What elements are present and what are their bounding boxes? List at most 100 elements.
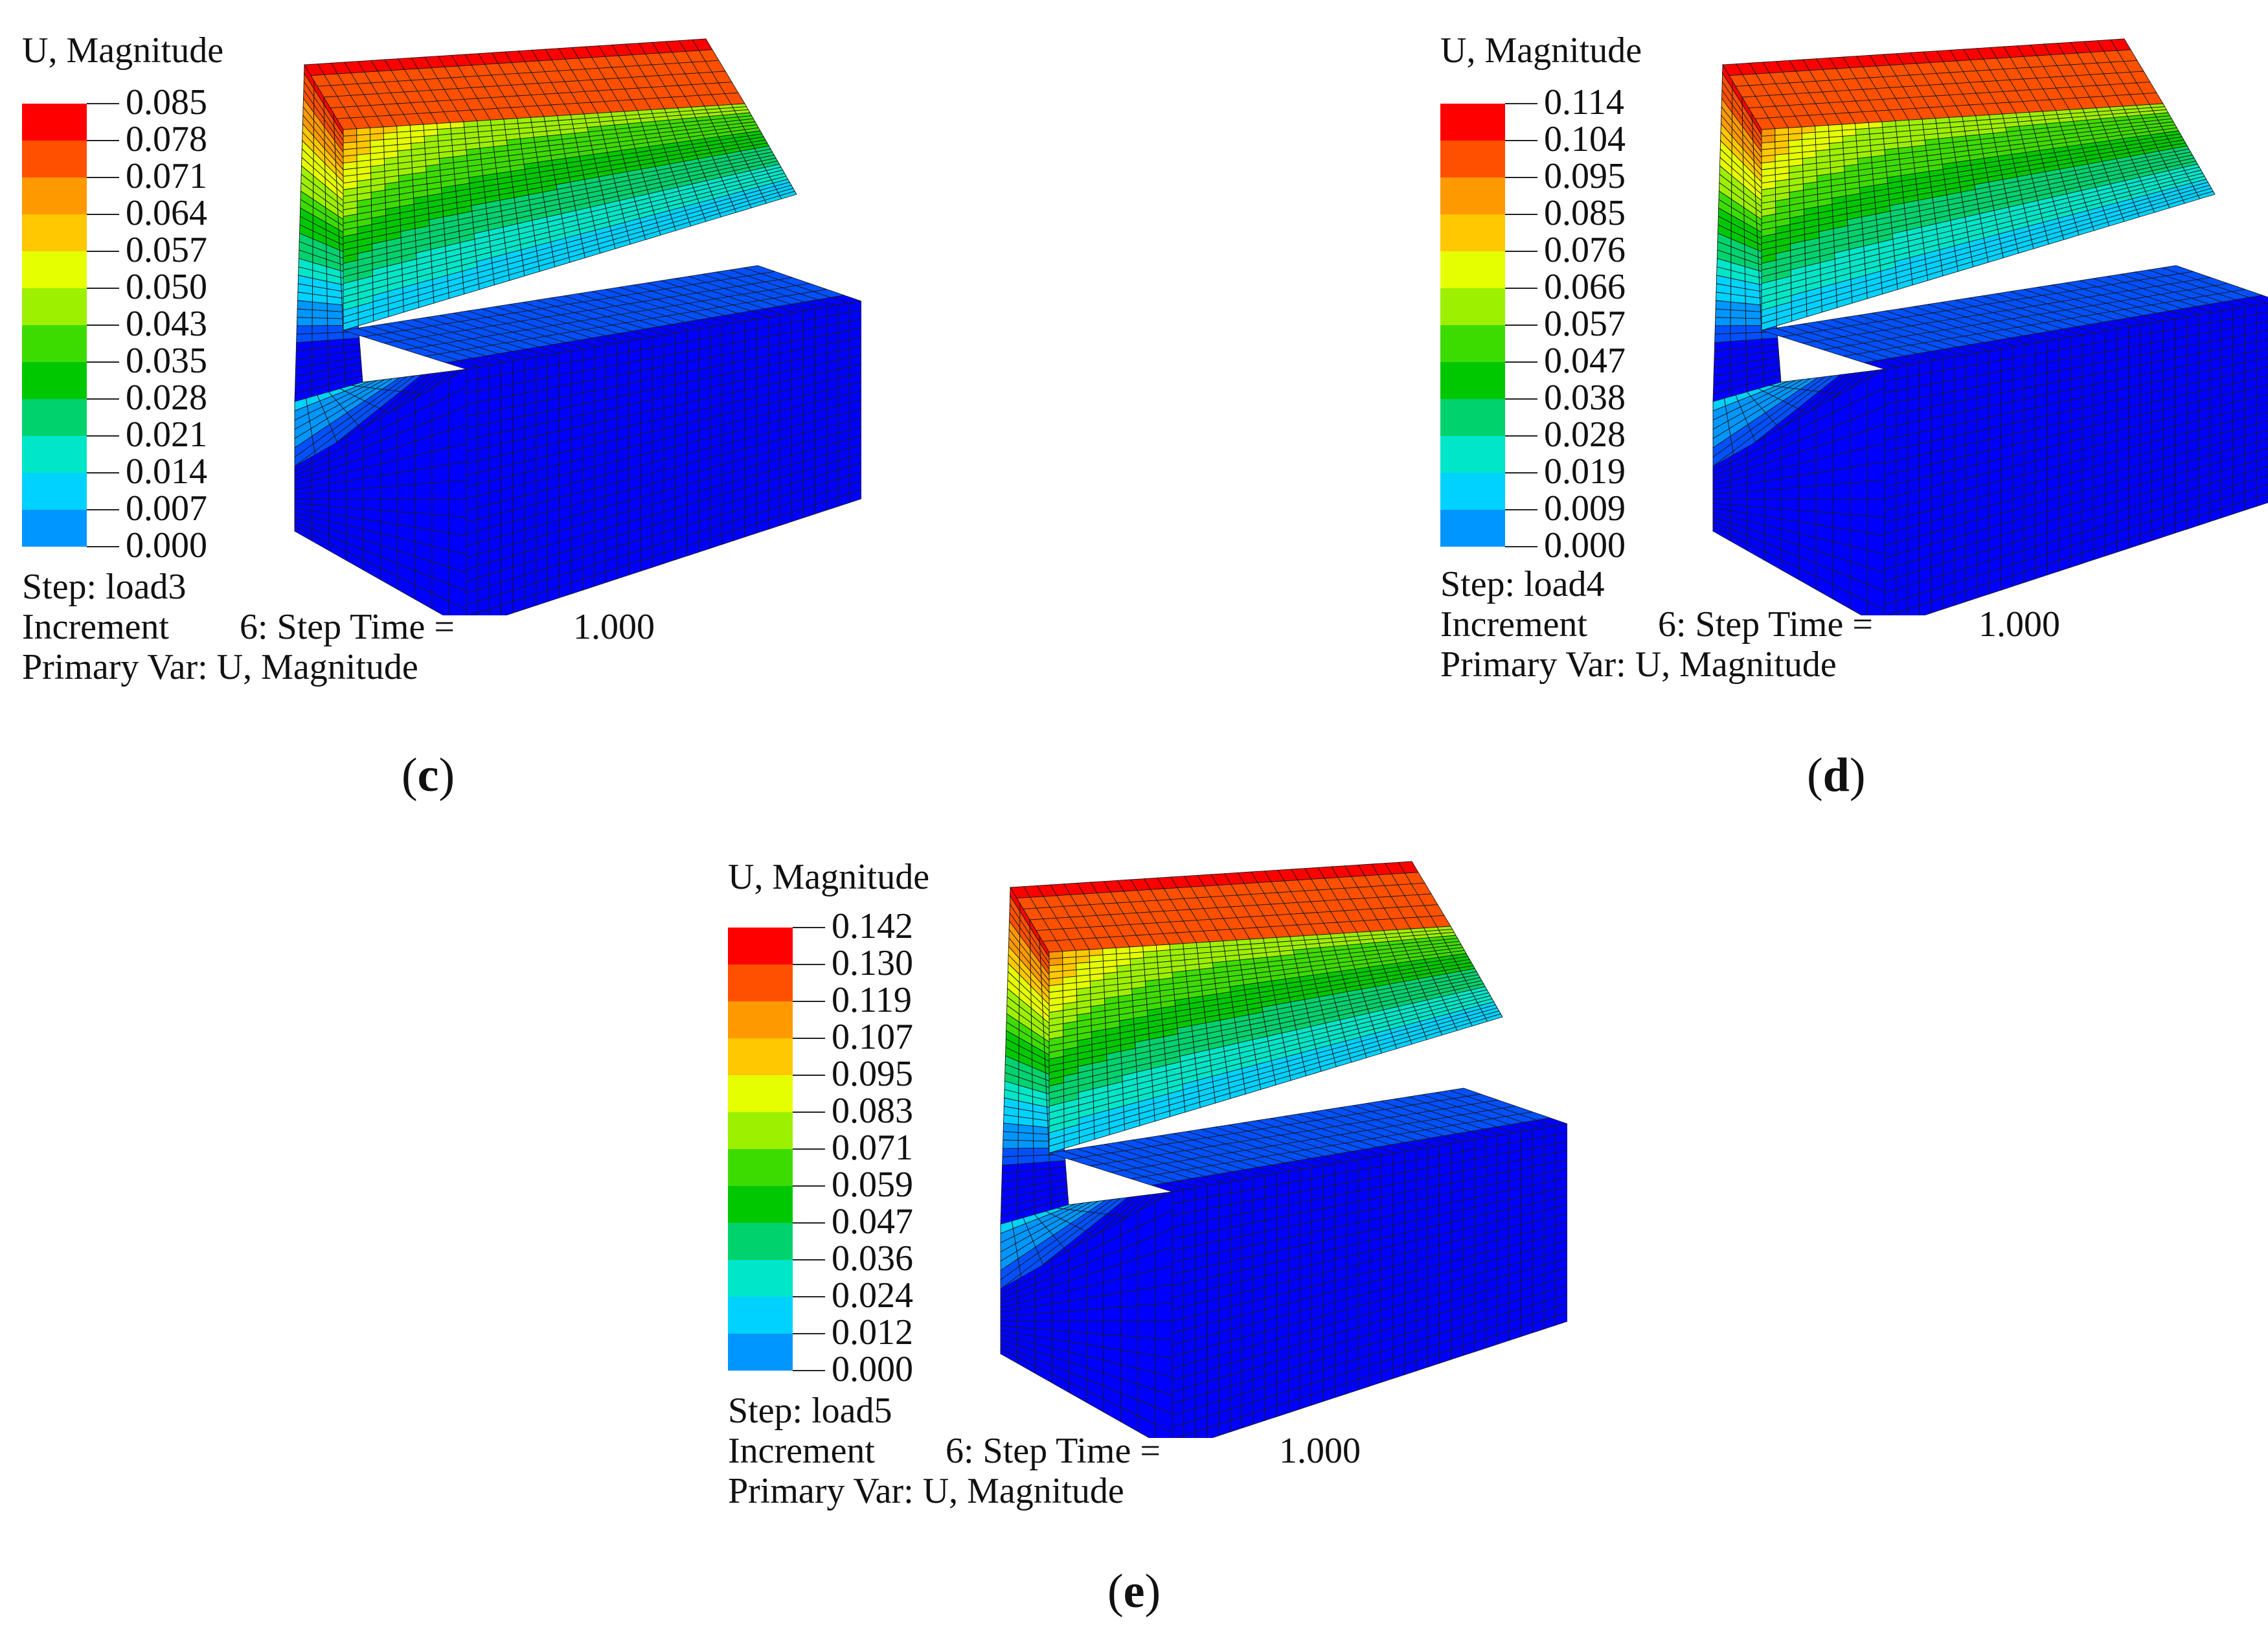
legend-tick-label: 0.012: [832, 1312, 913, 1352]
legend-swatch: [22, 436, 87, 473]
legend-tick-label: 0.014: [126, 451, 207, 492]
legend-tick-label: 0.047: [1544, 341, 1626, 381]
legend-swatch: [728, 1038, 793, 1075]
legend-swatch: [728, 1223, 793, 1260]
legend-tick-mark: [793, 1259, 825, 1260]
mesh-slope-face: [1761, 103, 2216, 331]
legend-swatch: [22, 288, 87, 325]
legend-tick-mark: [87, 177, 119, 178]
legend-tick-label: 0.035: [126, 341, 207, 381]
step-time-value: 1.000: [1279, 1431, 1361, 1471]
legend-tick-mark: [87, 546, 119, 547]
legend-swatch: [728, 964, 793, 1001]
primary-var-label: Primary Var: U, Magnitude: [1440, 644, 1837, 685]
legend-swatch: [728, 1186, 793, 1223]
mesh-front-face: [466, 301, 861, 615]
step-time-value: 1.000: [573, 607, 655, 647]
step-label: Step: load5: [728, 1391, 892, 1431]
legend-tick-mark: [87, 140, 119, 141]
legend-tick-label: 0.057: [126, 230, 207, 270]
mesh-lower-top-face: [1049, 1088, 1567, 1192]
panel-caption: (e): [1107, 1565, 1161, 1618]
legend-swatch: [22, 510, 87, 547]
fe-mesh-model: [1712, 38, 2268, 615]
legend-swatch: [22, 104, 87, 141]
mesh-left-face: [1000, 886, 1069, 1225]
mesh-top-face: [304, 38, 745, 130]
mesh-front-face: [1172, 1123, 1567, 1438]
primary-var-label: Primary Var: U, Magnitude: [22, 647, 418, 687]
legend-tick-label: 0.095: [832, 1054, 913, 1094]
fe-mesh-model: [294, 38, 861, 615]
legend-tick-label: 0.142: [832, 906, 913, 946]
legend-tick-label: 0.114: [1544, 82, 1624, 122]
legend-swatch: [1440, 288, 1505, 325]
legend-tick-mark: [1505, 325, 1537, 326]
legend-tick-mark: [1505, 251, 1537, 252]
legend-tick-label: 0.028: [126, 378, 207, 418]
legend-title: U, Magnitude: [22, 30, 224, 71]
legend-swatch: [1440, 214, 1505, 251]
legend-tick-label: 0.024: [832, 1275, 913, 1316]
legend-title: U, Magnitude: [1440, 30, 1642, 71]
legend-tick-label: 0.050: [126, 267, 207, 307]
legend-tick-mark: [87, 288, 119, 289]
legend-tick-mark: [793, 1001, 825, 1002]
legend-swatch: [1440, 325, 1505, 362]
legend-swatch: [1440, 510, 1505, 547]
legend-tick-label: 0.000: [832, 1349, 913, 1389]
panel-caption: (c): [402, 749, 455, 802]
increment-value: 6: Step Time =: [240, 607, 455, 647]
increment-label: Increment: [728, 1431, 875, 1471]
legend-tick-mark: [793, 1112, 825, 1113]
legend-tick-mark: [87, 472, 119, 473]
legend-tick-label: 0.095: [1544, 156, 1626, 196]
legend-title: U, Magnitude: [728, 857, 930, 897]
legend-swatch: [728, 1297, 793, 1334]
legend-swatch: [728, 1112, 793, 1149]
legend-tick-mark: [793, 1296, 825, 1297]
mesh-side-face: [294, 369, 467, 615]
increment-value: 6: Step Time =: [946, 1431, 1161, 1471]
legend-tick-label: 0.047: [832, 1202, 913, 1242]
increment-value: 6: Step Time =: [1658, 604, 1873, 644]
mesh-left-face: [294, 63, 363, 402]
legend-tick-label: 0.066: [1544, 267, 1626, 307]
mesh-side-face: [1000, 1191, 1173, 1438]
legend-swatch: [1440, 177, 1505, 214]
legend-tick-label: 0.038: [1544, 378, 1626, 418]
legend-tick-label: 0.104: [1544, 119, 1626, 159]
increment-label: Increment: [22, 607, 169, 647]
legend-tick-mark: [793, 1075, 825, 1076]
legend-tick-mark: [1505, 546, 1537, 547]
panel-caption: (d): [1807, 749, 1866, 802]
legend-tick-label: 0.019: [1544, 451, 1626, 492]
legend-tick-mark: [793, 1222, 825, 1224]
legend-tick-mark: [87, 361, 119, 363]
legend-swatch: [22, 251, 87, 288]
legend-tick-label: 0.078: [126, 119, 207, 159]
mesh-top-face: [1722, 38, 2164, 130]
legend-tick-mark: [87, 103, 119, 104]
legend-swatch: [22, 141, 87, 177]
legend-tick-label: 0.119: [832, 980, 912, 1020]
legend-tick-label: 0.071: [126, 156, 207, 196]
legend-tick-label: 0.085: [1544, 193, 1626, 233]
legend-swatch: [1440, 251, 1505, 288]
legend-tick-mark: [1505, 509, 1537, 510]
legend-swatch: [1440, 436, 1505, 473]
legend-tick-label: 0.085: [126, 82, 207, 122]
mesh-slope-face: [343, 103, 797, 331]
legend-tick-mark: [1505, 435, 1537, 437]
legend-swatch: [22, 399, 87, 436]
legend-tick-label: 0.057: [1544, 304, 1626, 344]
legend-swatch: [728, 928, 793, 964]
legend-swatch: [728, 1260, 793, 1297]
legend-tick-label: 0.071: [832, 1128, 913, 1168]
legend-tick-mark: [1505, 140, 1537, 141]
primary-var-label: Primary Var: U, Magnitude: [728, 1471, 1124, 1511]
legend-tick-label: 0.007: [126, 488, 207, 529]
legend-tick-label: 0.130: [832, 943, 913, 983]
legend-tick-mark: [87, 214, 119, 215]
legend-tick-label: 0.000: [1544, 525, 1626, 565]
